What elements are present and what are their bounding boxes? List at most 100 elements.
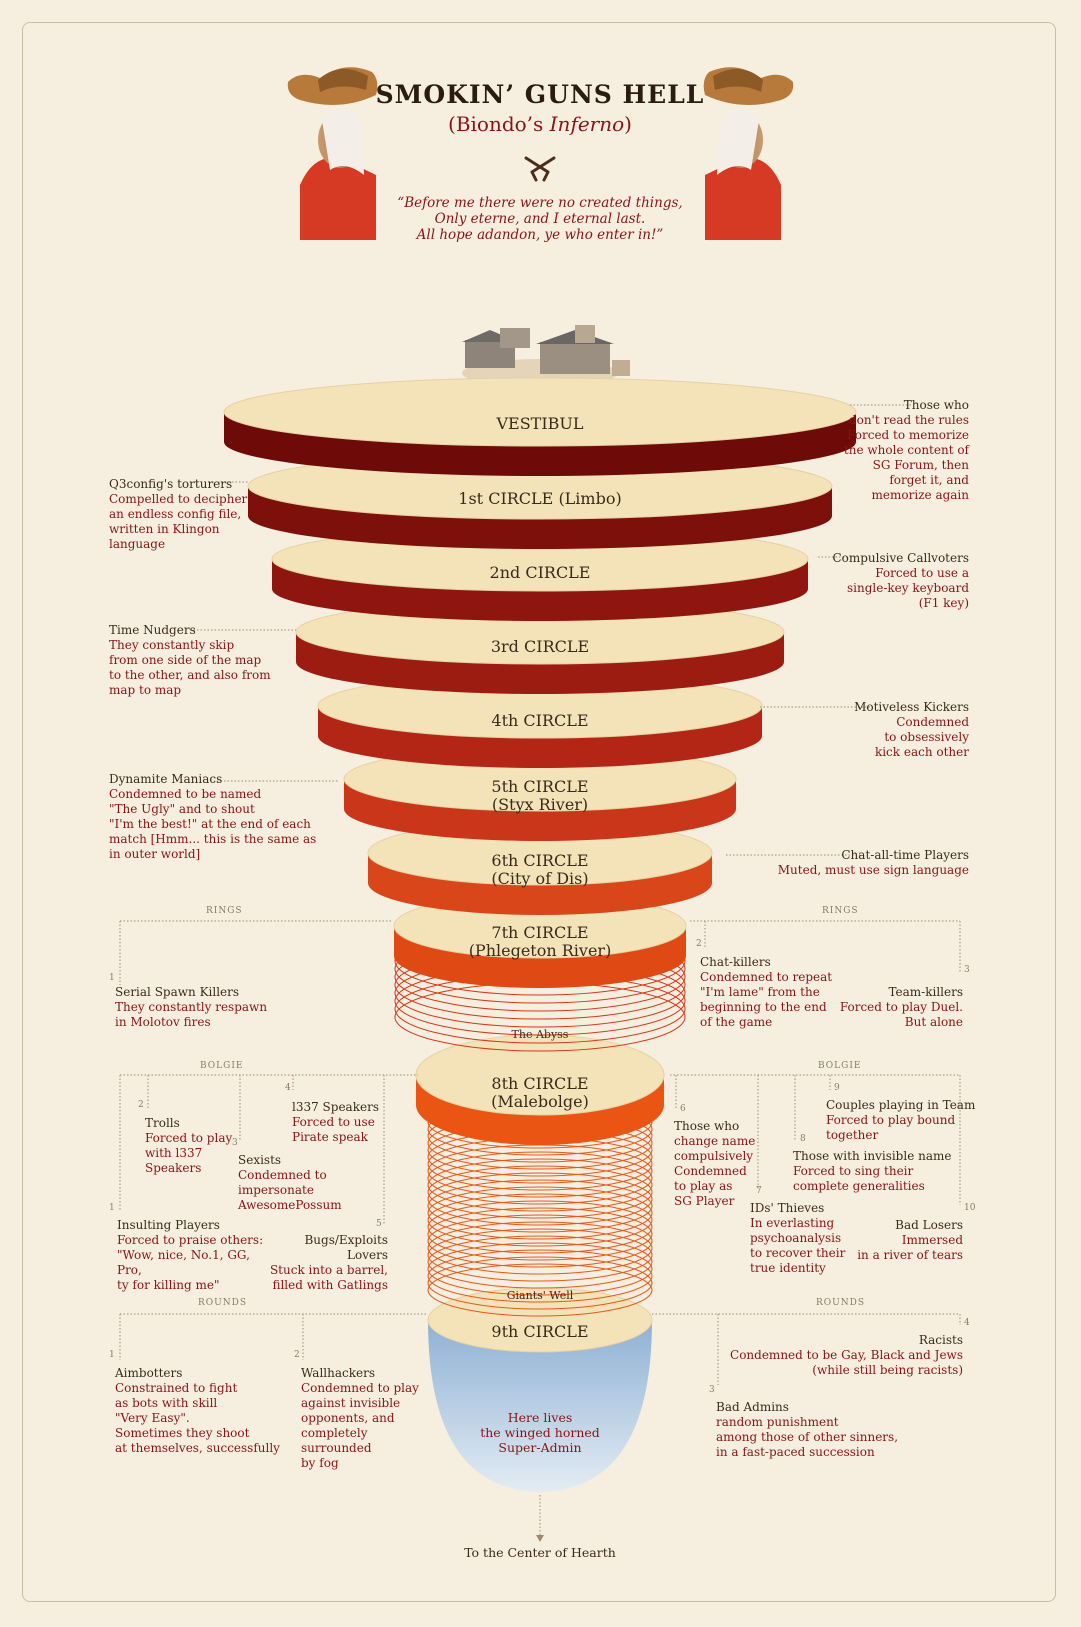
note-bolgia-7: IDs' Thieves In everlasting psychoanalysi… [750,1201,846,1275]
circle-7-band [394,926,686,988]
circle-label-4: 4th CIRCLE [491,711,589,730]
note-round-3: Bad Admins random punishment among those … [716,1400,899,1459]
super-admin-text: Here lives the winged horned Super-Admin [480,1410,600,1455]
round-number-4: 4 [964,1318,970,1328]
dante-quote: “Before me there were no created things,… [397,195,683,243]
circle-label-5: 5th CIRCLE (Styx River) [491,777,589,814]
note-bolgia-6: Those who change name compulsively Condem… [674,1119,756,1208]
circle-vestibul-band [224,412,856,476]
note-round-4: Racists Condemned to be Gay, Black and Je… [730,1333,963,1377]
note-bolgia-5: Bugs/Exploits Lovers Stuck into a barrel,… [269,1233,388,1292]
note-bolgia-8: Those with invisible name Forced to sing … [793,1149,952,1193]
rings-label-right: RINGS [822,906,859,916]
circle-label-8: 8th CIRCLE (Malebolge) [491,1074,589,1111]
circle-label-6: 6th CIRCLE (City of Dis) [491,851,589,888]
round-number-1: 1 [109,1350,115,1360]
circle-label-1: 1st CIRCLE (Limbo) [458,489,622,508]
well-ring [427,1242,653,1296]
bolgia-number-10: 10 [964,1203,976,1213]
arrow-down-icon [536,1535,544,1542]
circle-2-band [272,559,808,621]
crossed-pistols-icon [524,156,556,182]
bolgia-number-6: 6 [680,1104,686,1114]
circle-vestibul-top [223,377,857,447]
center-of-hearth-label: To the Center of Hearth [464,1545,616,1560]
note-bolgia-2: Trolls Forced to play with l337 Speakers [145,1116,233,1175]
note-bolgia-9: Couples playing in Team Forced to play bo… [826,1098,976,1142]
circle-label-7: 7th CIRCLE (Phlegeton River) [468,923,612,960]
note-circle-3: Time Nudgers They constantly skip from on… [109,623,271,697]
well-ring [427,1263,653,1317]
well-ring [427,1221,653,1275]
ring-number-1: 1 [109,973,115,983]
round-number-2: 2 [294,1350,300,1360]
circle-label-3: 3rd CIRCLE [490,637,590,656]
dante-portrait-left [287,67,378,240]
note-bolgia-4: l337 Speakers Forced to use Pirate speak [292,1100,379,1144]
note-ring-2: Chat-killers Condemned to repeat "I'm lam… [700,955,833,1029]
well-ring [427,1172,653,1226]
well-ring [427,1151,653,1205]
well-ring [427,1200,653,1254]
note-circle-6: Chat-all-time Players Muted, must use sig… [777,848,969,877]
note-circle-4: Motiveless Kickers Condemned to obsessive… [854,700,969,759]
page-frame [22,22,1056,1602]
bolgie-label-right: BOLGIE [818,1061,862,1071]
page-subtitle: (Biondo’s Inferno) [448,112,632,136]
bolgia-number-4: 4 [285,1083,291,1093]
bolgia-number-3: 3 [232,1138,238,1148]
circle-5-band [344,779,736,841]
leader-lines [119,404,961,1535]
well-ring [427,1165,653,1219]
dante-portrait-right [703,67,794,240]
note-ring-1: Serial Spawn Killers They constantly resp… [115,985,268,1029]
circle-3-band [296,632,784,694]
note-bolgia-10: Bad Losers Immersed in a river of tears [857,1218,963,1262]
ring-number-3: 3 [964,965,970,975]
well-ring [427,1179,653,1233]
well-ring [427,1193,653,1247]
rounds-label-left: ROUNDS [198,1298,247,1308]
circle-6-band [368,853,712,915]
circle-1-band [248,486,832,549]
bolgia-number-7: 7 [756,1186,762,1196]
note-circle-2: Compulsive Callvoters Forced to use a sin… [832,551,969,610]
well-ring [427,1207,653,1261]
well-ring [427,1186,653,1240]
note-limbo: Q3config's torturers Compelled to deciphe… [109,477,248,551]
well-ring [427,1158,653,1212]
bolgie-label-left: BOLGIE [200,1061,244,1071]
ring-number-2: 2 [696,939,702,949]
circle-label-9: 9th CIRCLE [491,1322,589,1341]
note-vestibul: Those who don't read the rules Forced to … [843,398,969,502]
page-title: SMOKIN’ GUNS HELL [375,80,705,109]
well-ring [427,1249,653,1303]
note-round-2: Wallhackers Condemned to play against inv… [301,1366,419,1470]
well-ring [427,1235,653,1289]
well-ring [427,1228,653,1282]
note-ring-3: Team-killers Forced to play Duel. But alo… [839,985,963,1029]
round-number-3: 3 [709,1385,715,1395]
well-ring [427,1256,653,1310]
note-bolgia-3: Sexists Condemned to impersonate AwesomeP… [238,1153,342,1212]
circle-8-band [416,1075,664,1145]
abyss-label: The Abyss [511,1028,569,1041]
well-ring [427,1137,653,1191]
bolgia-number-1: 1 [109,1203,115,1213]
note-round-1: Aimbotters Constrained to fight as bots w… [115,1366,280,1455]
note-bolgia-1: Insulting Players Forced to praise others… [117,1218,264,1292]
circle-label-vestibul: VESTIBUL [496,414,584,433]
circle-label-2: 2nd CIRCLE [489,563,591,582]
rings-label-left: RINGS [206,906,243,916]
note-circle-5: Dynamite Maniacs Condemned to be named "T… [109,772,317,861]
circle-4-band [318,706,762,768]
bolgia-number-9: 9 [834,1083,840,1093]
bolgia-number-5: 5 [376,1219,382,1229]
giants-well-label: Giants' Well [506,1289,574,1302]
bolgia-number-8: 8 [800,1134,806,1144]
bolgia-number-2: 2 [138,1100,144,1110]
well-ring [427,1214,653,1268]
rounds-label-right: ROUNDS [816,1298,865,1308]
